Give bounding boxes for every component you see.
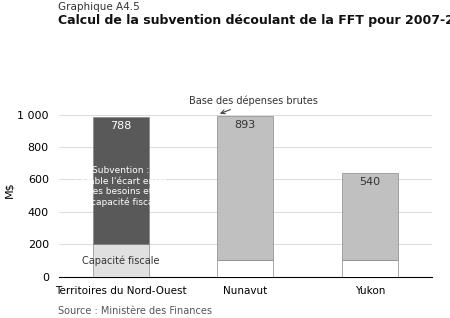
Bar bbox=[93, 117, 149, 244]
Bar bbox=[217, 260, 273, 277]
Bar bbox=[342, 260, 398, 277]
Text: Capacité fiscale: Capacité fiscale bbox=[82, 255, 159, 266]
Bar bbox=[342, 173, 398, 260]
Text: Base des dépenses brutes: Base des dépenses brutes bbox=[189, 95, 318, 114]
Text: Calcul de la subvention découlant de la FFT pour 2007-2008: Calcul de la subvention découlant de la … bbox=[58, 14, 450, 27]
Bar bbox=[93, 244, 149, 277]
Text: 893: 893 bbox=[234, 120, 256, 130]
Text: 788: 788 bbox=[110, 121, 131, 131]
Text: Graphique A4.5: Graphique A4.5 bbox=[58, 2, 140, 11]
Text: Subvention :
Comble l'écart entre
les besoins et
la capacité fiscale: Subvention : Comble l'écart entre les be… bbox=[74, 166, 167, 207]
Y-axis label: M$: M$ bbox=[4, 181, 14, 197]
Text: Source : Ministère des Finances: Source : Ministère des Finances bbox=[58, 307, 212, 316]
Bar bbox=[217, 116, 273, 260]
Text: 540: 540 bbox=[359, 177, 380, 187]
